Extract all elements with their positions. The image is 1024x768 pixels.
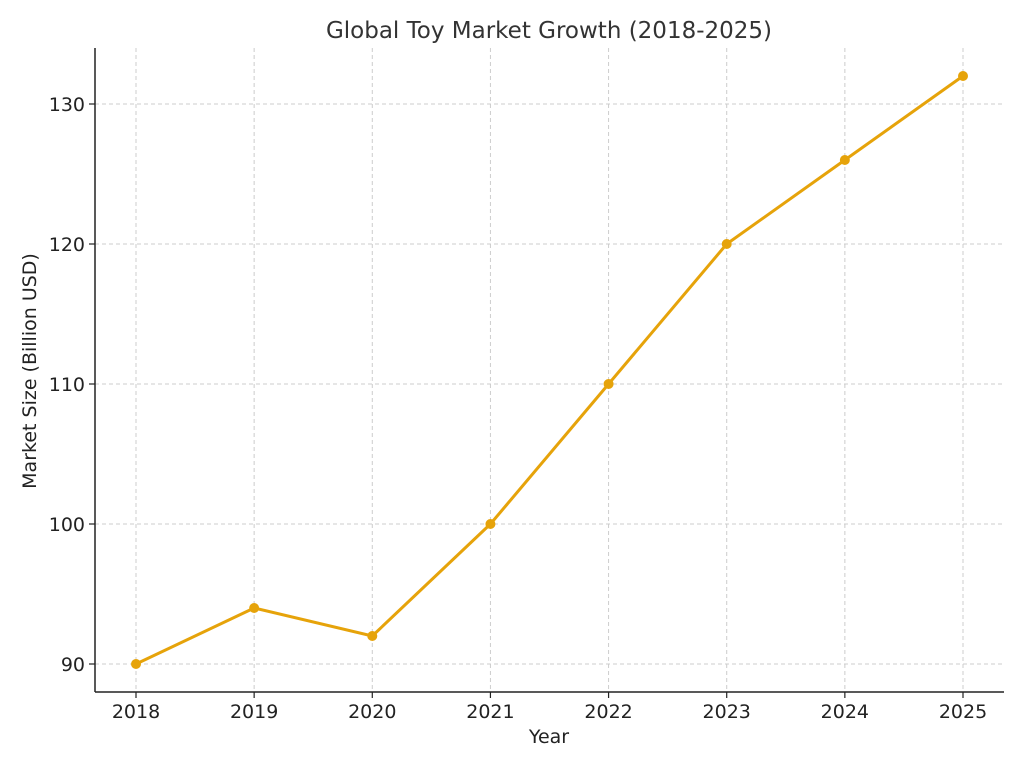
y-tick-label: 110	[49, 374, 85, 396]
data-point-marker	[131, 659, 141, 669]
y-tick-label: 120	[49, 234, 85, 256]
axes-layer	[94, 48, 1004, 693]
series-line	[134, 74, 965, 666]
grid-layer	[95, 48, 1004, 692]
data-point-marker	[485, 519, 496, 529]
x-axis-title: Year	[528, 726, 569, 748]
x-tick-label: 2025	[939, 701, 987, 723]
y-tick-label: 90	[61, 654, 85, 676]
data-point-marker	[367, 631, 378, 641]
y-tick-label: 100	[49, 514, 85, 536]
chart-title: Global Toy Market Growth (2018-2025)	[326, 18, 772, 44]
x-tick-label: 2018	[112, 701, 160, 723]
data-point-marker	[839, 155, 850, 165]
data-point-marker	[958, 71, 968, 81]
x-tick-label: 2021	[466, 701, 514, 723]
x-tick-label: 2024	[821, 701, 869, 723]
series-layer	[131, 71, 968, 669]
y-axis-title: Market Size (Billion USD)	[19, 253, 41, 489]
data-point-marker	[603, 379, 614, 389]
x-tick-label: 2023	[703, 701, 751, 723]
x-tick-label: 2022	[584, 701, 632, 723]
y-tick-label: 130	[49, 94, 85, 116]
data-point-marker	[249, 603, 260, 613]
data-point-marker	[721, 239, 732, 249]
ticks-layer: 2018 2019 2020 2021 2022 2023 2024 2025 90 100 110…	[49, 94, 987, 723]
x-tick-label: 2019	[230, 701, 278, 723]
x-tick-label: 2020	[348, 701, 396, 723]
